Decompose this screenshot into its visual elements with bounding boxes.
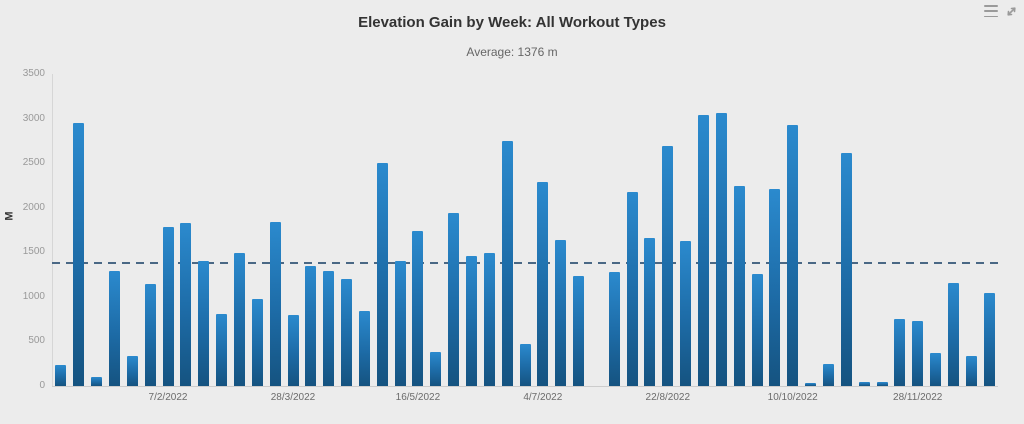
bar[interactable] bbox=[751, 274, 763, 386]
bar[interactable] bbox=[537, 182, 549, 386]
chart-toolbar bbox=[984, 4, 1018, 18]
chart-subtitle: Average: 1376 m bbox=[466, 45, 558, 59]
bar[interactable] bbox=[858, 382, 870, 386]
average-line bbox=[52, 262, 998, 264]
bar[interactable] bbox=[412, 231, 424, 386]
bar[interactable] bbox=[91, 377, 103, 386]
bar[interactable] bbox=[626, 192, 638, 386]
bar[interactable] bbox=[805, 383, 817, 386]
x-axis-label: 28/3/2022 bbox=[270, 392, 316, 403]
bar[interactable] bbox=[501, 141, 513, 386]
y-axis-label: 3000 bbox=[22, 113, 45, 124]
bar[interactable] bbox=[644, 238, 656, 386]
bar[interactable] bbox=[983, 293, 995, 386]
bar[interactable] bbox=[305, 266, 317, 386]
bar[interactable] bbox=[822, 364, 834, 386]
context-menu-icon[interactable] bbox=[984, 4, 998, 18]
bar[interactable] bbox=[287, 315, 299, 386]
bar[interactable] bbox=[394, 261, 406, 386]
bar[interactable] bbox=[840, 153, 852, 386]
bar[interactable] bbox=[912, 321, 924, 386]
x-axis-label: 16/5/2022 bbox=[395, 392, 441, 403]
bar[interactable] bbox=[233, 253, 245, 386]
x-axis-label: 7/2/2022 bbox=[148, 392, 188, 403]
bar[interactable] bbox=[216, 314, 228, 386]
x-axis-label: 10/10/2022 bbox=[767, 392, 818, 403]
bar[interactable] bbox=[608, 272, 620, 386]
bar[interactable] bbox=[769, 189, 781, 386]
bar[interactable] bbox=[466, 256, 477, 386]
bar[interactable] bbox=[144, 284, 156, 386]
bar[interactable] bbox=[126, 356, 138, 386]
bar[interactable] bbox=[162, 227, 174, 386]
x-axis-label: 4/7/2022 bbox=[523, 392, 563, 403]
y-axis-label: 1500 bbox=[22, 246, 45, 257]
y-axis-label: 3500 bbox=[22, 68, 45, 79]
bar[interactable] bbox=[483, 253, 495, 386]
bar[interactable] bbox=[573, 276, 584, 386]
x-axis-label: 22/8/2022 bbox=[645, 392, 691, 403]
fullscreen-icon[interactable] bbox=[1005, 5, 1018, 18]
bar[interactable] bbox=[198, 261, 210, 386]
bar[interactable] bbox=[519, 344, 531, 386]
bar[interactable] bbox=[930, 353, 941, 386]
bar[interactable] bbox=[109, 271, 120, 386]
bar[interactable] bbox=[876, 382, 888, 386]
bar[interactable] bbox=[894, 319, 906, 386]
y-axis-line bbox=[52, 74, 53, 386]
y-axis-label: 2000 bbox=[22, 202, 45, 213]
y-axis-label: 1000 bbox=[22, 291, 45, 302]
y-axis-label: 2500 bbox=[22, 157, 45, 168]
bar[interactable] bbox=[448, 213, 460, 386]
bar[interactable] bbox=[251, 299, 263, 386]
bar[interactable] bbox=[376, 163, 388, 386]
bar[interactable] bbox=[73, 123, 85, 386]
bar[interactable] bbox=[698, 115, 709, 386]
bar[interactable] bbox=[965, 356, 977, 386]
y-axis-label: 0 bbox=[39, 380, 45, 391]
bar[interactable] bbox=[733, 186, 745, 386]
plot-area bbox=[52, 74, 998, 386]
bar[interactable] bbox=[715, 113, 727, 386]
x-axis-label: 28/11/2022 bbox=[893, 392, 943, 403]
bar[interactable] bbox=[430, 352, 442, 386]
bar[interactable] bbox=[180, 223, 192, 386]
bar[interactable] bbox=[323, 271, 335, 386]
bar[interactable] bbox=[341, 279, 352, 386]
bar[interactable] bbox=[947, 283, 959, 386]
bar[interactable] bbox=[787, 125, 799, 386]
bar[interactable] bbox=[555, 240, 567, 386]
bar[interactable] bbox=[662, 146, 674, 386]
bar[interactable] bbox=[55, 365, 67, 386]
bar[interactable] bbox=[680, 241, 692, 386]
chart-title: Elevation Gain by Week: All Workout Type… bbox=[358, 14, 666, 31]
y-axis-label: 500 bbox=[28, 335, 45, 346]
bar[interactable] bbox=[358, 311, 370, 386]
bar[interactable] bbox=[269, 222, 281, 386]
x-axis-line bbox=[52, 386, 998, 387]
